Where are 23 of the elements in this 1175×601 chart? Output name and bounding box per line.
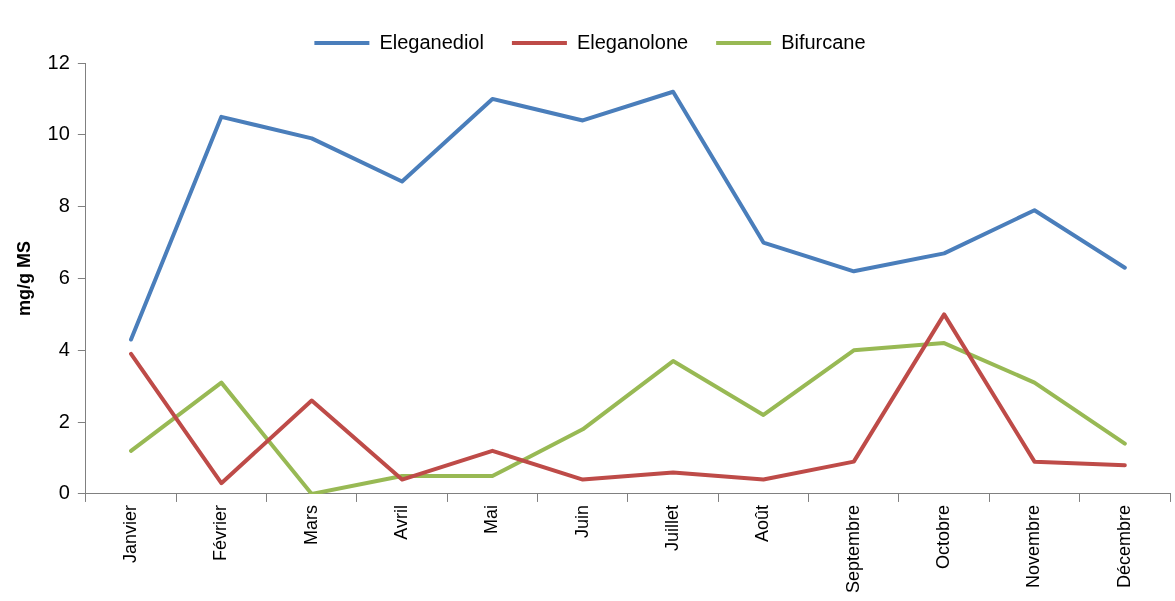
y-tick-label: 12 bbox=[47, 50, 70, 73]
x-tick-label: Janvier bbox=[119, 504, 140, 563]
x-tick-label: Décembre bbox=[1113, 504, 1134, 588]
y-tick-label: 4 bbox=[58, 337, 70, 360]
x-tick-label: Avril bbox=[391, 504, 412, 540]
y-tick-label: 0 bbox=[58, 481, 70, 504]
legend-label: Eleganolone bbox=[576, 30, 689, 53]
y-tick-label: 10 bbox=[47, 122, 70, 145]
y-tick-label: 8 bbox=[58, 194, 70, 217]
y-axis-title: mg/g MS bbox=[13, 240, 34, 316]
x-tick-label: Juin bbox=[571, 504, 592, 538]
x-tick-label: Septembre bbox=[842, 504, 863, 594]
x-tick-label: Août bbox=[752, 504, 773, 542]
y-tick-label: 6 bbox=[58, 265, 70, 288]
legend-label: Eleganediol bbox=[379, 30, 484, 53]
y-tick-label: 2 bbox=[58, 409, 70, 432]
x-tick-label: Novembre bbox=[1023, 504, 1044, 588]
x-tick-label: Mars bbox=[300, 504, 321, 545]
x-tick-label: Février bbox=[210, 504, 231, 561]
legend-label: Bifurcane bbox=[781, 30, 866, 53]
x-tick-label: Mai bbox=[481, 504, 502, 534]
x-tick-label: Octobre bbox=[933, 504, 954, 569]
x-tick-label: Juillet bbox=[662, 504, 683, 551]
